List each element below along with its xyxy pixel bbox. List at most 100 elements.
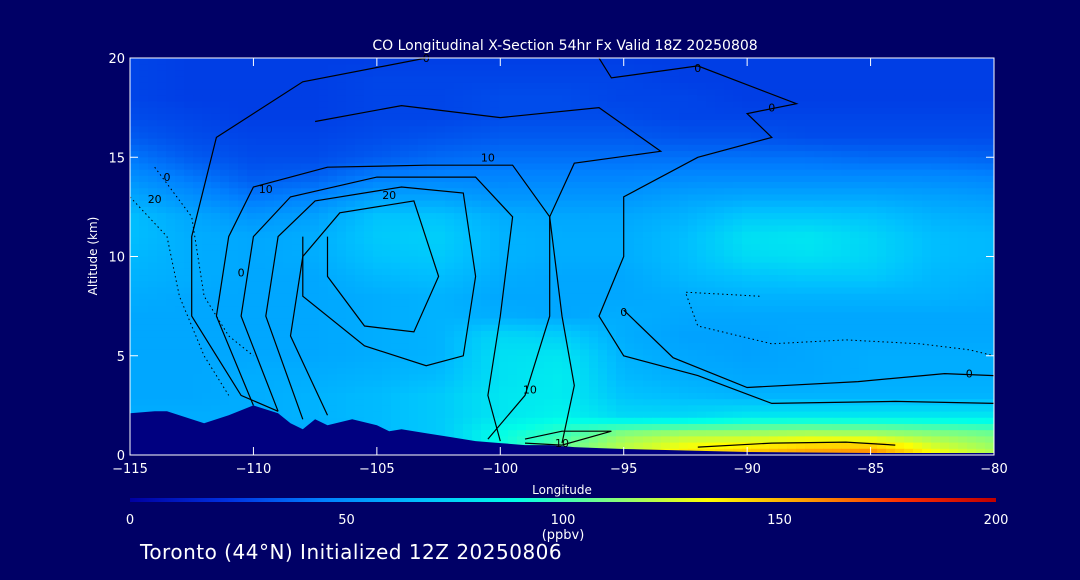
heat-cell bbox=[445, 312, 455, 319]
heat-cell bbox=[625, 64, 635, 71]
heat-cell bbox=[607, 83, 617, 90]
heat-cell bbox=[931, 201, 941, 208]
heat-cell bbox=[733, 374, 743, 381]
heat-cell bbox=[445, 269, 455, 276]
heat-cell bbox=[643, 163, 653, 170]
heat-cell bbox=[805, 182, 815, 189]
heat-cell bbox=[679, 343, 689, 350]
heat-cell bbox=[940, 70, 950, 77]
heat-cell bbox=[481, 281, 491, 288]
heat-cell bbox=[778, 219, 788, 226]
heat-cell bbox=[706, 77, 716, 84]
heat-cell bbox=[958, 356, 968, 363]
heat-cell bbox=[535, 374, 545, 381]
heat-cell bbox=[715, 58, 725, 65]
heat-cell bbox=[580, 145, 590, 152]
heat-cell bbox=[616, 89, 626, 96]
heat-cell bbox=[364, 120, 374, 127]
heat-cell bbox=[139, 288, 149, 295]
heat-cell bbox=[679, 281, 689, 288]
heat-cell bbox=[265, 114, 275, 121]
heat-cell bbox=[481, 238, 491, 245]
heat-cell bbox=[607, 244, 617, 251]
heat-cell bbox=[967, 288, 977, 295]
heat-cell bbox=[895, 132, 905, 139]
heat-cell bbox=[490, 269, 500, 276]
heat-cell bbox=[139, 337, 149, 344]
heat-cell bbox=[157, 238, 167, 245]
heat-cell bbox=[742, 263, 752, 270]
heat-cell bbox=[742, 120, 752, 127]
heat-cell bbox=[823, 114, 833, 121]
heat-cell bbox=[643, 288, 653, 295]
heat-cell bbox=[598, 288, 608, 295]
heat-cell bbox=[481, 77, 491, 84]
heat-cell bbox=[472, 219, 482, 226]
heat-cell bbox=[868, 89, 878, 96]
heat-cell bbox=[949, 139, 959, 146]
heat-cell bbox=[949, 343, 959, 350]
heat-cell bbox=[355, 288, 365, 295]
heat-cell bbox=[427, 368, 437, 375]
heat-cell bbox=[319, 83, 329, 90]
heat-cell bbox=[589, 250, 599, 257]
heat-cell bbox=[229, 182, 239, 189]
heat-cell bbox=[940, 64, 950, 71]
heat-cell bbox=[247, 70, 257, 77]
heat-cell bbox=[652, 275, 662, 282]
heat-cell bbox=[688, 145, 698, 152]
heat-cell bbox=[760, 288, 770, 295]
heat-cell bbox=[445, 83, 455, 90]
heat-cell bbox=[220, 188, 230, 195]
heat-cell bbox=[481, 356, 491, 363]
heat-cell bbox=[292, 139, 302, 146]
heat-cell bbox=[805, 176, 815, 183]
heat-cell bbox=[535, 126, 545, 133]
heat-cell bbox=[148, 157, 158, 164]
heat-cell bbox=[652, 64, 662, 71]
heat-cell bbox=[553, 350, 563, 357]
heat-cell bbox=[130, 244, 140, 251]
heat-cell bbox=[589, 95, 599, 102]
heat-cell bbox=[814, 238, 824, 245]
heat-cell bbox=[679, 145, 689, 152]
heat-cell bbox=[805, 232, 815, 239]
heat-cell bbox=[877, 300, 887, 307]
heat-cell bbox=[130, 126, 140, 133]
heat-cell bbox=[949, 77, 959, 84]
heat-cell bbox=[724, 337, 734, 344]
heat-cell bbox=[157, 151, 167, 158]
heat-cell bbox=[985, 95, 995, 102]
heat-cell bbox=[571, 95, 581, 102]
heat-cell bbox=[814, 225, 824, 232]
heat-cell bbox=[733, 312, 743, 319]
heat-cell bbox=[508, 188, 518, 195]
heat-cell bbox=[661, 114, 671, 121]
heat-cell bbox=[967, 232, 977, 239]
heat-cell bbox=[490, 250, 500, 257]
heat-cell bbox=[175, 101, 185, 108]
heat-cell bbox=[319, 95, 329, 102]
heat-cell bbox=[688, 232, 698, 239]
heat-cell bbox=[535, 201, 545, 208]
heat-cell bbox=[634, 244, 644, 251]
heat-cell bbox=[724, 281, 734, 288]
heat-cell bbox=[670, 244, 680, 251]
heat-cell bbox=[238, 337, 248, 344]
heat-cell bbox=[427, 312, 437, 319]
heat-cell bbox=[823, 312, 833, 319]
heat-cell bbox=[553, 213, 563, 220]
heat-cell bbox=[787, 225, 797, 232]
heat-cell bbox=[742, 238, 752, 245]
heat-cell bbox=[364, 114, 374, 121]
heat-cell bbox=[373, 89, 383, 96]
heat-cell bbox=[967, 319, 977, 326]
heat-cell bbox=[814, 207, 824, 214]
heat-cell bbox=[760, 294, 770, 301]
heat-cell bbox=[508, 312, 518, 319]
heat-cell bbox=[868, 250, 878, 257]
heat-cell bbox=[328, 176, 338, 183]
heat-cell bbox=[661, 238, 671, 245]
heat-cell bbox=[355, 263, 365, 270]
heat-cell bbox=[508, 281, 518, 288]
